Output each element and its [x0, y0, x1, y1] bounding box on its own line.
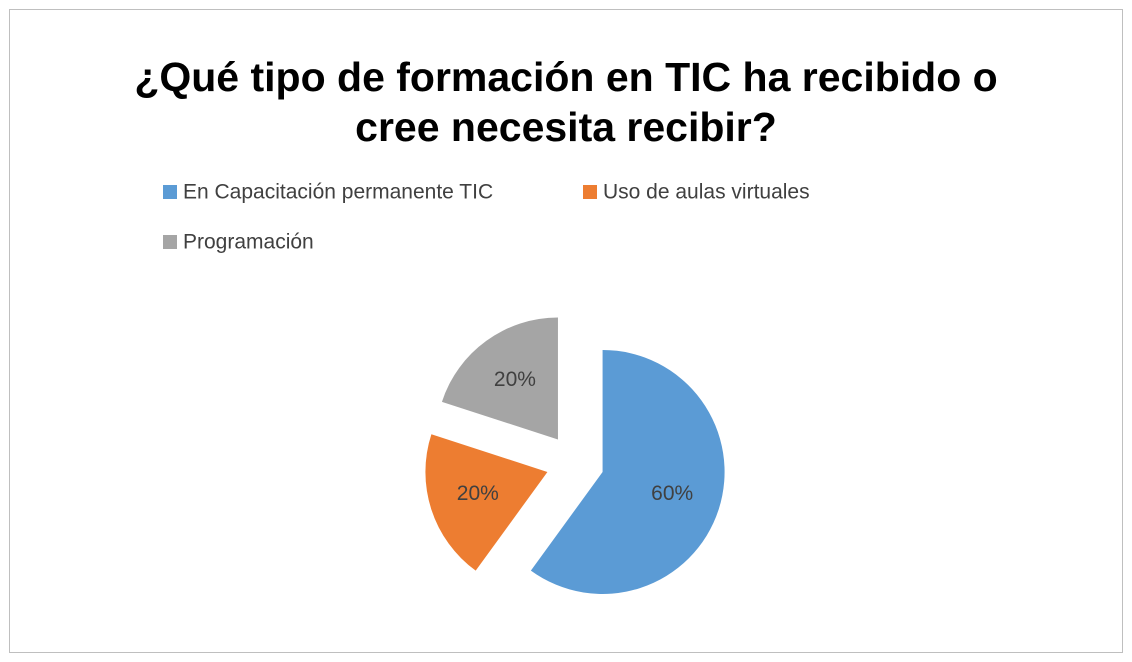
legend-label: Uso de aulas virtuales [603, 181, 810, 204]
pie-slice [530, 349, 725, 594]
chart-title: ¿Qué tipo de formación en TIC ha recibid… [134, 54, 997, 150]
legend-label: Programación [183, 231, 314, 254]
legend-label: En Capacitación permanente TIC [183, 181, 493, 204]
data-label: 60% [651, 482, 693, 505]
pie-slice [441, 317, 558, 440]
legend-swatch [163, 185, 177, 199]
pie-slice [425, 434, 548, 571]
legend-swatch [583, 185, 597, 199]
legend-swatch [163, 235, 177, 249]
data-label: 20% [457, 482, 499, 505]
data-label: 20% [494, 368, 536, 391]
